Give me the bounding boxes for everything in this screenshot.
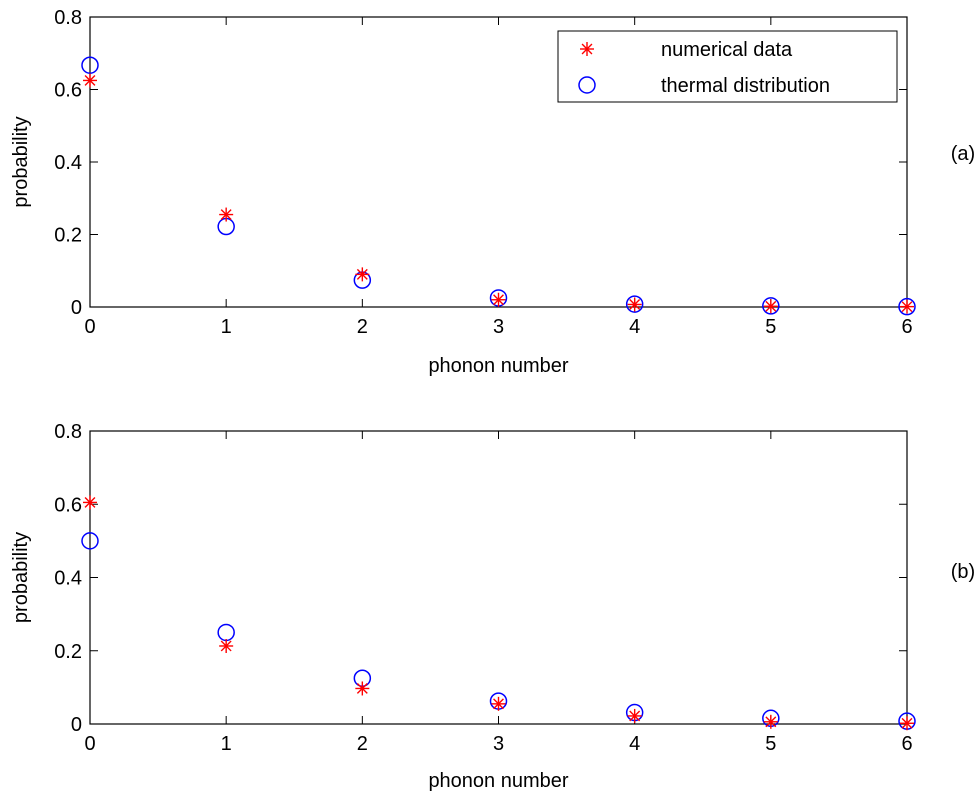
data-point-numerical-stroke: [493, 698, 504, 710]
x-tick-label: 0: [84, 316, 95, 338]
data-point-numerical: [900, 716, 914, 731]
data-point-numerical-stroke: [629, 710, 641, 722]
x-tick-label: 2: [357, 733, 368, 755]
y-tick-label: 0.8: [54, 7, 82, 29]
data-point-thermal: [625, 295, 644, 313]
data-point-numerical: [627, 708, 642, 723]
legend-marker-numerical-stroke: [581, 43, 593, 55]
data-point-thermal: [81, 532, 99, 550]
y-tick-label: 0.6: [54, 494, 82, 516]
data-point-numerical-stroke: [356, 268, 368, 280]
x-tick-label: 5: [765, 316, 776, 338]
legend-marker-numerical: [580, 42, 594, 56]
y-axis-label: probability: [10, 532, 32, 623]
data-point-numerical: [491, 696, 506, 711]
chart-panel-b: 0 1 2 3 4 5 6 0 0.2 0.4 0.6 0.8 phonon number probabi…: [10, 421, 975, 792]
data-point-numerical-stroke: [220, 209, 232, 221]
x-tick-label: 3: [493, 733, 504, 755]
data-point-numerical-stroke: [901, 717, 913, 729]
data-point-numerical: [491, 292, 506, 307]
y-tick-label: 0.8: [54, 421, 82, 443]
data-point-numerical: [763, 714, 778, 729]
x-tick-label: 1: [221, 316, 232, 338]
x-tick-label: 4: [629, 733, 640, 755]
data-point-numerical: [83, 495, 97, 510]
x-axis-label: phonon number: [428, 770, 568, 792]
y-tick-label: 0.4: [54, 568, 82, 590]
legend-entry-label: thermal distribution: [661, 75, 830, 97]
x-tick-label: 6: [901, 733, 912, 755]
data-point-numerical-stroke: [901, 301, 913, 313]
legend-entry-label: numerical data: [661, 39, 793, 61]
data-point-numerical-stroke: [765, 300, 777, 312]
data-point-numerical: [355, 681, 370, 696]
x-tick-label: 3: [493, 316, 504, 338]
legend-marker-thermal: [578, 76, 596, 94]
data-point-numerical-stroke: [493, 294, 504, 306]
data-point-numerical-stroke: [84, 74, 96, 86]
x-tick-label: 0: [84, 733, 95, 755]
x-tick-label: 5: [765, 733, 776, 755]
data-point-numerical-stroke: [765, 716, 777, 728]
legend: numerical data thermal distribution: [557, 30, 898, 103]
data-point-numerical-stroke: [220, 640, 232, 652]
data-point-thermal: [898, 297, 916, 316]
x-axis-label: phonon number: [428, 355, 568, 377]
panel-tag: (b): [951, 561, 975, 583]
y-tick-label: 0.2: [54, 641, 82, 663]
data-point-numerical: [219, 638, 234, 653]
data-point-thermal: [762, 297, 780, 315]
y-tick-label: 0.4: [54, 152, 82, 174]
panel-tag: (a): [951, 143, 975, 165]
x-tick-label: 1: [221, 733, 232, 755]
x-tick-label: 6: [901, 316, 912, 338]
y-tick-label: 0: [71, 297, 82, 319]
y-tick-label: 0.6: [54, 80, 82, 102]
data-point-numerical: [83, 73, 97, 88]
data-point-numerical: [219, 207, 234, 222]
plot-frame: [89, 430, 908, 725]
data-point-numerical-stroke: [84, 496, 96, 508]
data-point-numerical: [900, 299, 914, 314]
y-axis-label: probability: [10, 116, 32, 207]
y-tick-label: 0.2: [54, 225, 82, 247]
data-point-numerical-stroke: [629, 299, 641, 310]
x-tick-label: 4: [629, 316, 640, 338]
legend-box: [557, 30, 898, 103]
data-point-numerical: [763, 299, 778, 314]
data-point-numerical: [627, 297, 642, 312]
chart-panel-a: 0 1 2 3 4 5 6 0 0.2 0.4 0.6 0.8 phonon number probabi…: [10, 7, 975, 377]
data-point-numerical: [355, 267, 370, 282]
data-point-thermal: [81, 56, 99, 74]
y-tick-label: 0: [71, 714, 82, 736]
data-point-numerical-stroke: [356, 683, 368, 694]
data-point-thermal: [217, 623, 235, 642]
x-tick-label: 2: [357, 316, 368, 338]
